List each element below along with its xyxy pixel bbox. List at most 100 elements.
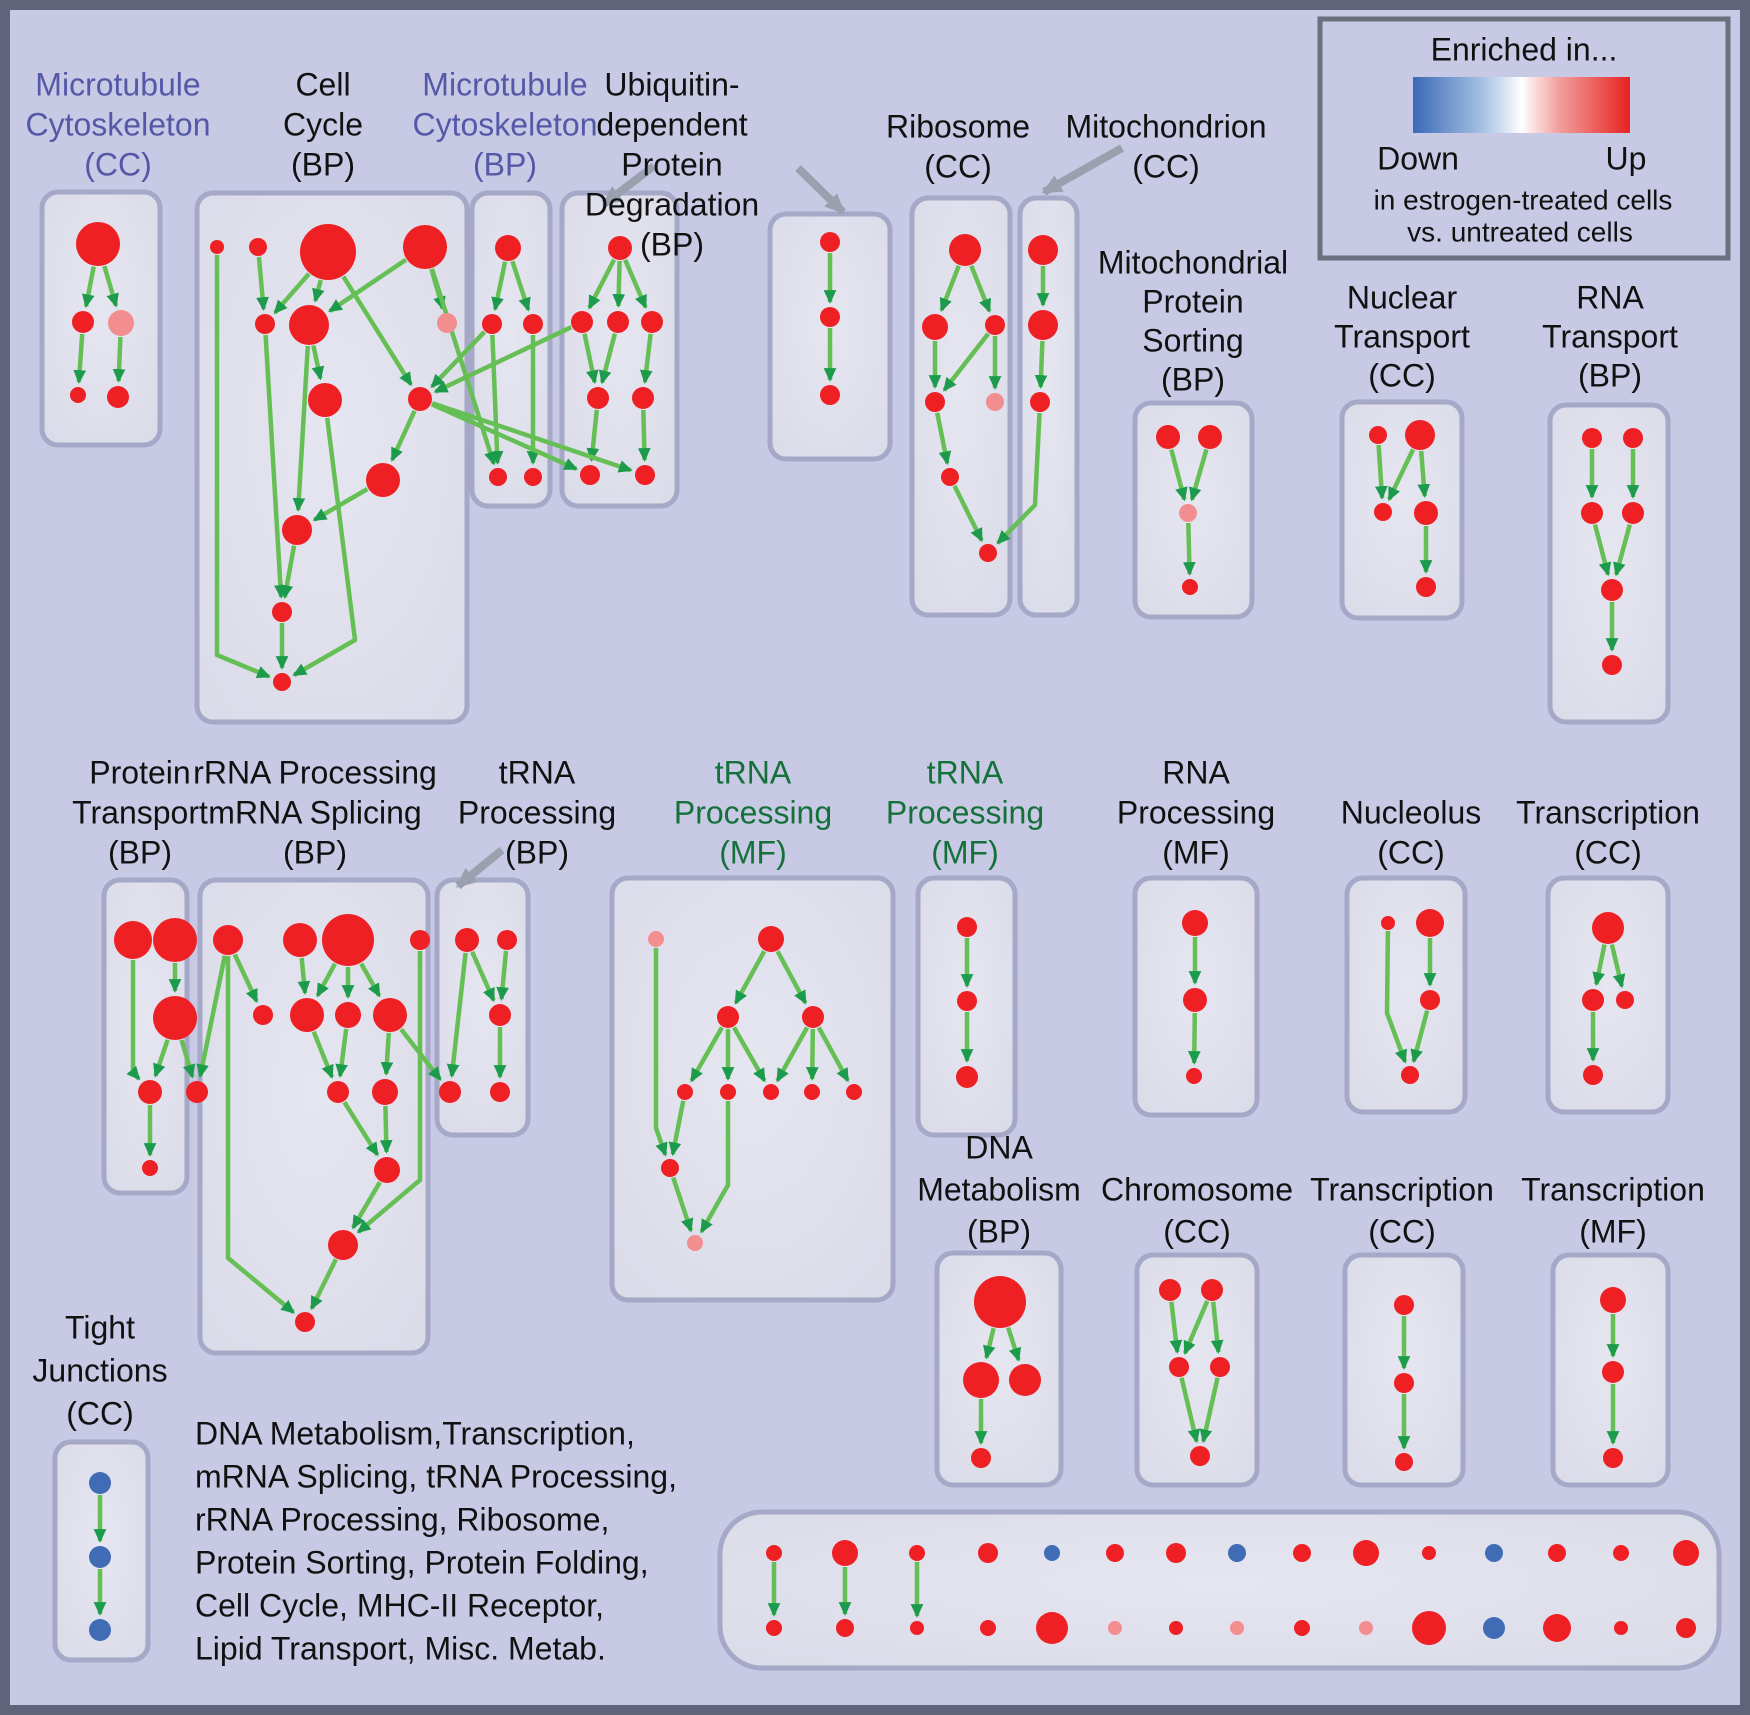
go-term-node-rna-transport-bp-2 [1581, 502, 1603, 524]
rrna-mrna-bp-label: rRNA Processing mRNA Splicing (BP) [193, 754, 437, 870]
edge-arrow [315, 962, 337, 998]
go-term-node-rrna-mrna-bp-12 [295, 1312, 315, 1332]
edge-arrow [470, 950, 496, 1003]
ubiquitin-bp-1-label: Ubiquitin-dependent Protein Degradation (BP… [585, 66, 759, 262]
go-term-node-ubiquitin-bp-1-1 [571, 311, 593, 333]
go-term-node-rna-processing-mf-0 [1182, 910, 1208, 936]
edge-arrow [263, 334, 287, 599]
go-term-node-mito-sorting-bp-1 [1198, 425, 1222, 449]
go-term-node-transcription-mf-0 [1600, 1287, 1626, 1313]
go-term-node-dna-metabolism-bp-0 [974, 1276, 1026, 1328]
go-term-node-cell-cycle-3 [403, 225, 447, 269]
microtubule-cc-label: Microtubule Cytoskeleton (CC) [26, 66, 211, 182]
go-term-node-nucleolus-cc-2 [1420, 990, 1440, 1010]
go-term-node-rrna-mrna-bp-1 [283, 923, 317, 957]
go-term-node-cell-cycle-1 [249, 238, 267, 256]
edge-arrow [1182, 1300, 1210, 1355]
go-term-node-cell-cycle-5 [289, 305, 329, 345]
go-term-node-microtubule-cc-4 [107, 386, 129, 408]
go-term-node-cell-cycle-8 [308, 383, 342, 417]
edge-arrow [1592, 524, 1612, 577]
go-term-node-microtubule-bp-1 [482, 314, 502, 334]
go-term-node-rrna-mrna-bp-5 [290, 998, 324, 1032]
edge-arrow [273, 272, 311, 315]
go-term-node-microtubule-cc-3 [70, 387, 86, 403]
edge-arrow [1169, 449, 1188, 502]
go-term-node-trna-mf-big-0 [648, 931, 664, 947]
go-term-node-trna-bp-1 [497, 930, 517, 950]
go-term-node-misc-categories-4 [1044, 1545, 1060, 1561]
go-term-node-trna-mf-big-3 [802, 1006, 824, 1028]
go-term-node-transcription-mf-1 [1602, 1361, 1624, 1383]
edge-arrow [356, 951, 423, 1234]
microtubule-cc-box [39, 189, 163, 448]
legend-subtitle-line2: vs. untreated cells [1407, 216, 1633, 247]
go-term-node-ubiquitin-bp-2-2 [820, 385, 840, 405]
ribosome-cc-label: Ribosome (CC) [886, 108, 1030, 184]
transcription-cc-mid-box [1545, 875, 1671, 1115]
edge-arrow [112, 336, 126, 383]
edge-arrow [1210, 1301, 1224, 1354]
go-term-node-microtubule-cc-2 [108, 310, 134, 336]
edge-arrow [309, 1258, 338, 1311]
go-term-node-microtubule-bp-3 [489, 468, 507, 486]
go-term-node-ubiquitin-bp-1-4 [587, 387, 609, 409]
edge-arrow [379, 1105, 393, 1154]
go-term-node-dna-metabolism-bp-1 [963, 1362, 999, 1398]
dna-metabolism-bp-label: DNA Metabolism (BP) [917, 1129, 1081, 1249]
go-term-node-misc-categories-28 [1614, 1621, 1628, 1635]
nucleolus-cc-box [1344, 875, 1468, 1115]
go-term-node-rrna-mrna-bp-6 [335, 1002, 361, 1028]
nuclear-transport-cc-box [1339, 399, 1465, 621]
microtubule-bp-label: Microtubule Cytoskeleton (BP) [413, 66, 598, 182]
protein-transport-bp-label: Protein Transport (BP) [72, 754, 208, 870]
go-term-node-misc-categories-17 [910, 1621, 924, 1635]
go-term-node-ribosome-cc-6 [979, 544, 997, 562]
legend-subtitle-line1: in estrogen-treated cells [1374, 184, 1673, 215]
go-term-node-trna-bp-3 [439, 1081, 461, 1103]
go-term-node-nucleolus-cc-1 [1416, 909, 1444, 937]
edge-arrow [102, 265, 119, 308]
edge-arrow [1609, 943, 1626, 989]
go-term-node-misc-categories-16 [836, 1619, 854, 1637]
edge-arrow [653, 948, 668, 1157]
go-term-node-misc-categories-7 [1228, 1544, 1246, 1562]
go-term-node-rrna-mrna-bp-7 [373, 998, 407, 1032]
misc-categories-box [717, 1509, 1722, 1671]
go-term-node-misc-categories-29 [1676, 1618, 1696, 1638]
go-term-node-rna-transport-bp-0 [1582, 428, 1602, 448]
nuclear-transport-cc-label: Nuclear Transport (CC) [1334, 279, 1470, 393]
go-term-node-ubiquitin-bp-1-5 [632, 387, 654, 409]
go-term-node-microtubule-cc-1 [72, 311, 94, 333]
edge-arrow [491, 261, 508, 312]
go-term-node-trna-bp-0 [455, 928, 479, 952]
go-term-node-protein-transport-bp-4 [186, 1081, 208, 1103]
go-term-node-misc-categories-15 [766, 1620, 782, 1636]
edge-arrow [429, 268, 497, 466]
edge-arrow [490, 334, 504, 465]
edge-arrow [775, 950, 808, 1005]
go-term-node-tight-junctions-cc-0 [89, 1472, 111, 1494]
go-term-node-transcription-mf-2 [1603, 1448, 1623, 1468]
edge-arrow [689, 1026, 724, 1083]
go-term-node-misc-categories-19 [1036, 1612, 1068, 1644]
edge-arrow [433, 325, 573, 394]
go-term-node-ribosome-cc-4 [986, 393, 1004, 411]
chromosome-cc-label: Chromosome (CC) [1101, 1171, 1293, 1249]
go-term-node-nucleolus-cc-0 [1381, 916, 1395, 930]
edge-arrow [1187, 1012, 1201, 1065]
go-term-node-rrna-mrna-bp-3 [410, 930, 430, 950]
go-term-node-misc-categories-20 [1108, 1621, 1122, 1635]
edge-arrow [1417, 450, 1431, 498]
go-term-node-dna-metabolism-bp-3 [971, 1448, 991, 1468]
go-term-node-misc-categories-5 [1106, 1544, 1124, 1562]
go-term-node-chromosome-cc-3 [1210, 1357, 1230, 1377]
edge-arrow [1387, 448, 1416, 502]
edge-arrow [1374, 444, 1388, 500]
go-term-node-rna-transport-bp-1 [1623, 428, 1643, 448]
transcription-mf-label: Transcription (MF) [1521, 1171, 1705, 1249]
edge-arrow [390, 409, 417, 462]
go-term-node-cell-cycle-4 [255, 314, 275, 334]
tight-junctions-cc-label: Tight Junctions (CC) [32, 1309, 167, 1431]
go-term-node-misc-categories-0 [766, 1545, 782, 1561]
